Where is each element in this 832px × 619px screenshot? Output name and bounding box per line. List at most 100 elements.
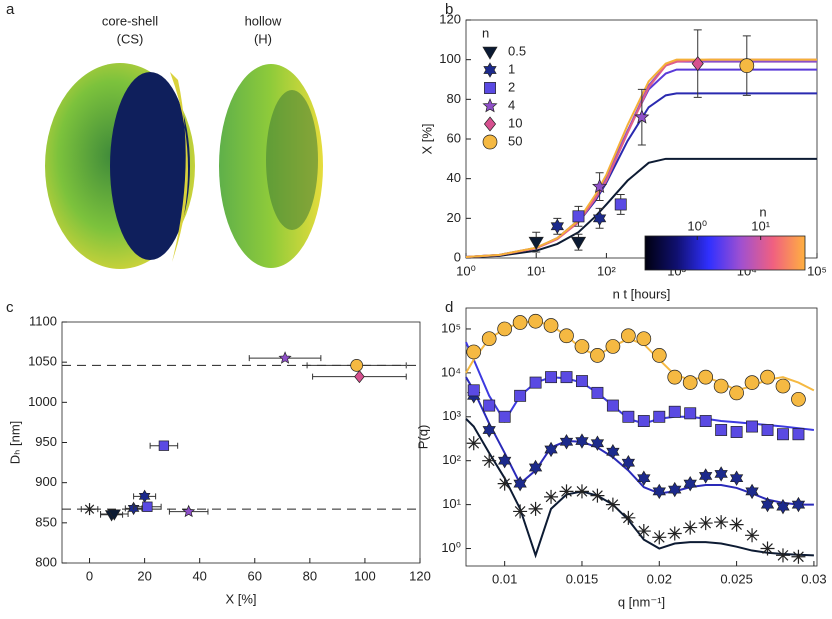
- marker: [691, 56, 704, 72]
- colorbar: [644, 235, 806, 271]
- legend-marker: [482, 134, 498, 150]
- marker: [497, 476, 512, 491]
- panel-label: a: [6, 1, 15, 18]
- marker: [529, 376, 542, 389]
- marker: [350, 359, 364, 372]
- marker: [182, 504, 196, 518]
- marker: [698, 516, 713, 531]
- legend-label: 1: [508, 61, 515, 76]
- plot-frame: [465, 307, 818, 567]
- marker: [714, 466, 728, 482]
- marker: [777, 428, 789, 441]
- y-tick-label: 800: [35, 554, 57, 569]
- legend-marker: [484, 82, 496, 94]
- y-tick-label: 10³: [442, 408, 461, 423]
- marker: [528, 459, 543, 476]
- y-tick-label: 1000: [28, 394, 57, 409]
- marker: [761, 424, 774, 436]
- marker: [278, 351, 292, 364]
- marker: [684, 407, 697, 420]
- marker: [791, 391, 806, 407]
- y-tick-label: 10²: [442, 452, 461, 467]
- panel-label: b: [445, 1, 453, 18]
- marker: [715, 424, 728, 436]
- marker: [746, 420, 759, 433]
- marker: [792, 428, 805, 441]
- marker: [544, 489, 559, 504]
- marker: [466, 344, 482, 360]
- marker: [559, 484, 574, 499]
- marker: [698, 369, 714, 385]
- marker: [729, 517, 744, 532]
- marker: [682, 375, 698, 390]
- marker: [528, 501, 543, 516]
- x-tick-label: 100: [354, 568, 376, 583]
- marker: [714, 515, 729, 530]
- y-axis-label: P(q): [415, 425, 430, 450]
- marker: [621, 328, 636, 344]
- marker: [570, 236, 587, 250]
- y-tick-label: 10⁰: [441, 540, 461, 555]
- y-tick-label: 10¹: [442, 496, 461, 511]
- marker: [668, 481, 682, 498]
- colorbar-title: n: [759, 204, 766, 219]
- x-tick-label: 0.03: [801, 571, 826, 586]
- marker: [699, 415, 712, 427]
- marker: [543, 318, 559, 333]
- marker: [482, 422, 496, 438]
- marker: [138, 489, 151, 504]
- y-tick-label: 120: [439, 11, 461, 26]
- marker: [729, 470, 744, 486]
- marker: [559, 328, 574, 344]
- image-abbr: (H): [254, 31, 272, 46]
- marker: [605, 497, 620, 512]
- x-tick-label: 0: [86, 568, 93, 583]
- marker: [614, 198, 627, 211]
- y-tick-label: 850: [35, 514, 57, 529]
- marker: [354, 370, 365, 384]
- marker: [760, 496, 775, 513]
- panel-a: a core-shell (CS) hollow (H): [6, 1, 323, 269]
- marker: [606, 399, 619, 412]
- x-tick-label: 0.01: [492, 571, 517, 586]
- x-axis-label: q [nm⁻¹]: [618, 594, 665, 609]
- legend-label: 4: [508, 97, 515, 112]
- marker: [667, 369, 683, 385]
- marker: [466, 436, 481, 451]
- marker: [636, 331, 652, 347]
- marker: [699, 468, 713, 484]
- x-axis-label: X [%]: [225, 591, 256, 606]
- marker: [683, 475, 697, 492]
- y-axis-label: X [%]: [419, 123, 434, 154]
- marker: [745, 483, 759, 500]
- marker: [621, 455, 636, 471]
- marker: [775, 548, 790, 563]
- marker: [142, 501, 153, 512]
- marker: [513, 475, 527, 492]
- marker: [653, 410, 666, 423]
- marker: [791, 549, 806, 564]
- marker: [83, 503, 96, 516]
- legend-label: 0.5: [508, 43, 526, 58]
- colorbar-tick-label: 10⁰: [687, 218, 707, 233]
- legend-title: n: [482, 25, 489, 40]
- marker: [667, 526, 682, 541]
- marker: [775, 378, 791, 394]
- fit-line: [465, 58, 817, 259]
- marker: [576, 375, 588, 388]
- y-tick-label: 100: [439, 51, 461, 66]
- marker: [739, 58, 755, 73]
- marker: [483, 399, 496, 412]
- marker: [528, 313, 543, 329]
- marker: [498, 410, 511, 423]
- marker: [497, 321, 513, 337]
- core-render: [110, 72, 190, 260]
- marker: [481, 331, 497, 347]
- marker: [512, 315, 528, 330]
- y-axis-label: Dₕ [nm]: [7, 421, 22, 465]
- hollow-cavity: [266, 90, 318, 230]
- marker: [513, 504, 528, 519]
- marker: [592, 178, 608, 194]
